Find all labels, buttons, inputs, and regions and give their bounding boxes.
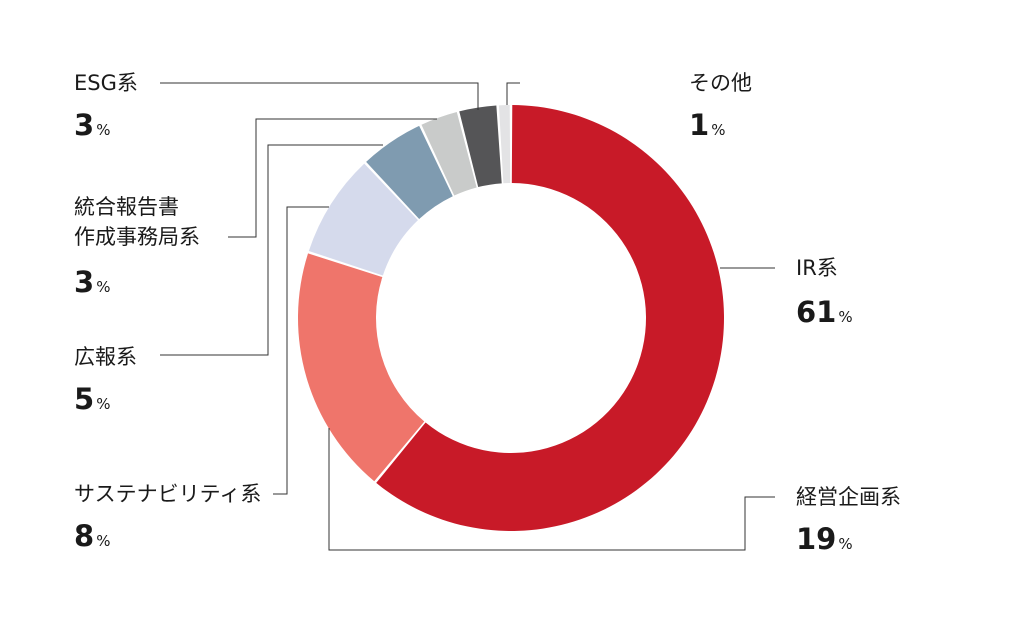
slice-other (498, 105, 511, 184)
value-number-sustain: 8 (74, 519, 94, 553)
leader-line-keiei (328, 428, 775, 551)
label-esg: ESG系 (74, 71, 138, 95)
leader-line-koho (160, 144, 383, 356)
value-unit-ir: % (838, 308, 852, 326)
value-keiei: 19% (796, 522, 853, 556)
leader-line-sustain (273, 206, 329, 495)
label-sustain: サステナビリティ系 (74, 482, 261, 506)
value-unit-sustain: % (96, 532, 110, 550)
value-unit-other: % (711, 121, 725, 139)
slice-labels: IR系 61 % 経営企画系 19 % サステナビリティ系 8 % 広報系 5 % 統合報告書作成事務局… (74, 71, 901, 556)
label-other: その他 (689, 71, 752, 95)
leader-line-togo (228, 118, 437, 238)
value-koho: 5% (74, 382, 110, 416)
value-other: 1% (689, 108, 725, 142)
value-unit-esg: % (96, 121, 110, 139)
label-ir: IR系 (796, 256, 838, 280)
label-koho: 広報系 (74, 345, 137, 369)
leader-line-other (506, 82, 520, 105)
value-number-keiei: 19 (796, 522, 836, 556)
label-keiei: 経営企画系 (796, 485, 901, 509)
value-number-other: 1 (689, 108, 709, 142)
donut-slices (298, 105, 724, 531)
leader-lines (160, 82, 775, 551)
value-number-ir: 61 (796, 295, 836, 329)
value-unit-koho: % (96, 395, 110, 413)
value-esg: 3% (74, 108, 110, 142)
value-number-togo: 3 (74, 265, 94, 299)
value-number-esg: 3 (74, 108, 94, 142)
slice-sustain (308, 163, 418, 276)
value-togo: 3% (74, 265, 110, 299)
label-togo-line-2: 作成事務局系 (74, 225, 200, 249)
slice-koho (366, 125, 453, 220)
value-unit-keiei: % (838, 535, 852, 553)
slice-keiei (298, 253, 425, 482)
slice-ir (376, 105, 724, 531)
label-togo-line-1: 統合報告書 (74, 195, 179, 219)
value-unit-togo: % (96, 278, 110, 296)
slice-esg (459, 105, 502, 188)
value-number-koho: 5 (74, 382, 94, 416)
slice-togo (421, 112, 477, 196)
leader-line-esg (160, 82, 479, 110)
value-sustain: 8% (74, 519, 110, 553)
value-ir: 61% (796, 295, 853, 329)
